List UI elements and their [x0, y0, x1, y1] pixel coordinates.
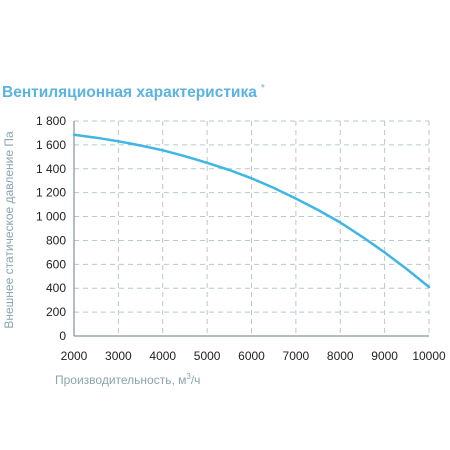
x-tick-label: 9000	[371, 349, 398, 363]
x-tick-label: 6000	[238, 349, 265, 363]
y-tick-label: 1 800	[36, 114, 66, 128]
x-axis-ticks: 2000 3000 4000 5000 6000 7000 8000 9000 10000	[61, 349, 446, 363]
y-tick-label: 1 400	[36, 162, 66, 176]
y-tick-label: 400	[46, 281, 66, 295]
series-group	[72, 133, 431, 289]
grid	[74, 120, 430, 336]
x-tick-label: 10000	[412, 349, 446, 363]
x-tick-label: 4000	[149, 349, 176, 363]
series-line	[72, 133, 431, 289]
y-tick-label: 0	[59, 329, 66, 343]
x-tick-label: 2000	[61, 349, 88, 363]
x-axis-title-unit: /ч	[191, 373, 201, 387]
y-tick-label: 1 600	[36, 138, 66, 152]
y-tick-label: 1 000	[36, 210, 66, 224]
x-tick-label: 8000	[327, 349, 354, 363]
chart-title: Вентиляционная характеристика *	[2, 83, 265, 102]
y-tick-label: 800	[46, 233, 66, 247]
x-axis-title-sup: 3	[186, 372, 191, 381]
x-tick-label: 5000	[194, 349, 221, 363]
x-tick-label: 3000	[105, 349, 132, 363]
y-tick-label: 1 200	[36, 186, 66, 200]
x-tick-label: 7000	[283, 349, 310, 363]
y-axis-title: Внешнее статическое давление Па	[2, 131, 16, 329]
title-asterisk: *	[260, 83, 265, 94]
x-axis-title: Производительность, м3/ч	[55, 372, 200, 387]
y-axis-ticks: 0 200 400 600 800 1 000 1 200 1 400 1 600 1 800	[36, 114, 66, 343]
y-tick-label: 200	[46, 305, 66, 319]
x-axis-title-text: Производительность, м	[55, 373, 186, 387]
y-tick-label: 600	[46, 257, 66, 271]
axes	[73, 121, 429, 337]
